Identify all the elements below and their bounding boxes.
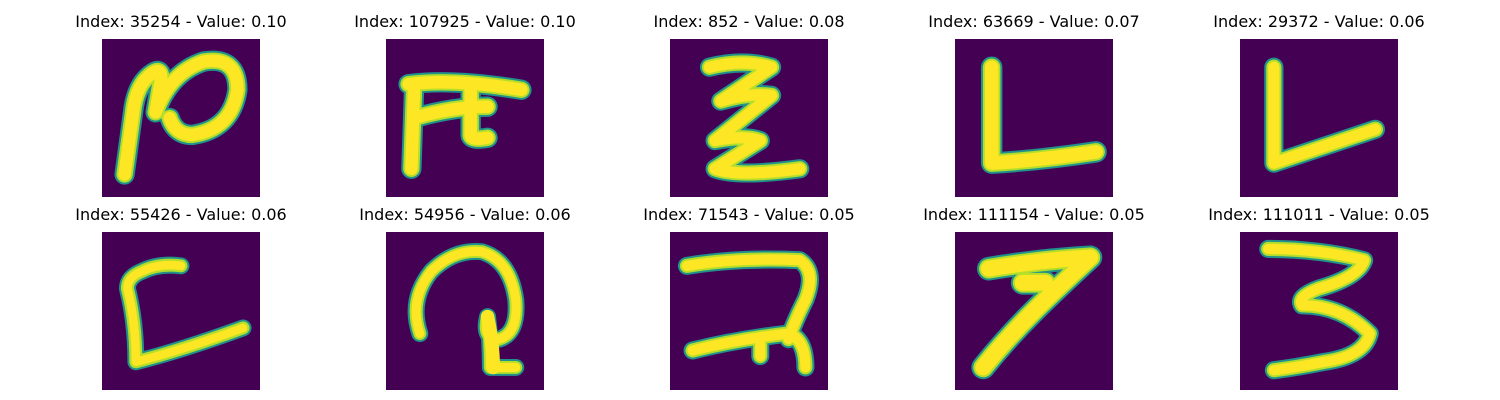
panel-8: Index: 71543 - Value: 0.05 [606,205,892,395]
panel-7: Index: 54956 - Value: 0.06 [322,205,608,395]
panel-4: Index: 63669 - Value: 0.07 [891,12,1177,202]
panel-5: Index: 29372 - Value: 0.06 [1176,12,1462,202]
handwritten-character-image [955,232,1113,390]
panel-9: Index: 111154 - Value: 0.05 [891,205,1177,395]
panel-title: Index: 63669 - Value: 0.07 [928,12,1140,31]
panel-2: Index: 107925 - Value: 0.10 [322,12,608,202]
handwritten-character-image [670,232,828,390]
panel-title: Index: 111154 - Value: 0.05 [923,205,1145,224]
panel-title: Index: 107925 - Value: 0.10 [354,12,576,31]
panel-title: Index: 852 - Value: 0.08 [653,12,845,31]
handwritten-character-image [1240,39,1398,197]
panel-3: Index: 852 - Value: 0.08 [606,12,892,202]
panel-1: Index: 35254 - Value: 0.10 [38,12,324,202]
panel-title: Index: 71543 - Value: 0.05 [643,205,855,224]
panel-6: Index: 55426 - Value: 0.06 [38,205,324,395]
handwritten-character-image [102,232,260,390]
handwritten-character-image [955,39,1113,197]
panel-title: Index: 29372 - Value: 0.06 [1213,12,1425,31]
panel-title: Index: 35254 - Value: 0.10 [75,12,287,31]
panel-title: Index: 111011 - Value: 0.05 [1208,205,1430,224]
handwritten-character-image [1240,232,1398,390]
handwritten-character-image [386,232,544,390]
panel-title: Index: 55426 - Value: 0.06 [75,205,287,224]
panel-title: Index: 54956 - Value: 0.06 [359,205,571,224]
panel-10: Index: 111011 - Value: 0.05 [1176,205,1462,395]
handwritten-character-image [102,39,260,197]
handwritten-character-image [670,39,828,197]
handwritten-character-image [386,39,544,197]
